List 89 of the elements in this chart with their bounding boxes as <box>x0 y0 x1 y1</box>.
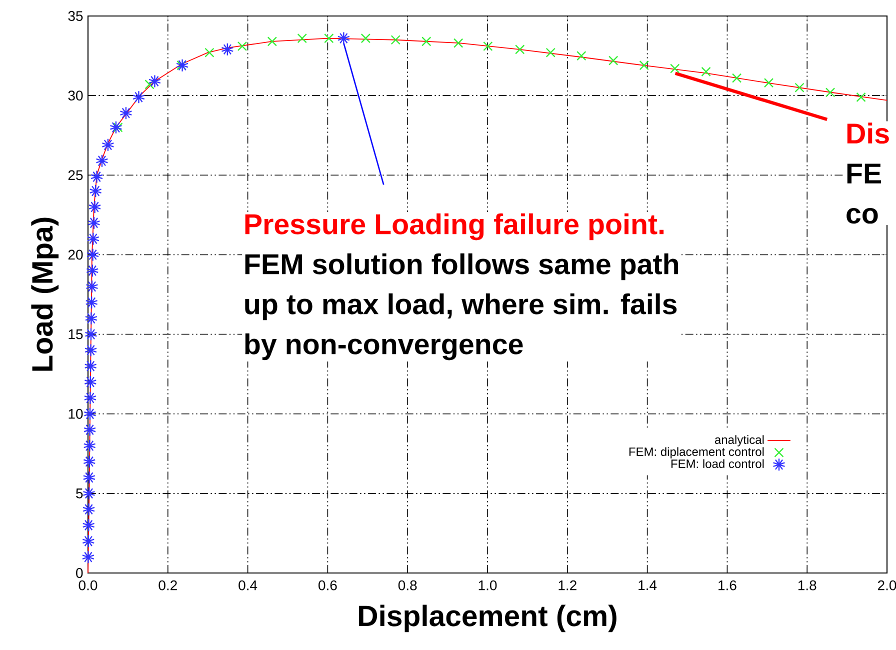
y-tick-label: 10 <box>68 408 83 419</box>
point <box>120 106 132 120</box>
point <box>453 38 464 48</box>
point <box>110 120 122 134</box>
point <box>86 232 100 246</box>
point <box>204 48 214 58</box>
x-tick-label: 1.8 <box>798 580 816 590</box>
annotation: up to max load, where sim. fails <box>245 293 677 320</box>
legend-label: analytical <box>714 435 764 446</box>
point <box>84 328 98 341</box>
annotation: Pressure Loading failure point. <box>245 213 664 240</box>
point <box>82 550 95 564</box>
point <box>85 296 98 310</box>
x-tick-label: 0.2 <box>158 580 177 590</box>
y-tick-label: 25 <box>68 170 83 180</box>
point <box>83 423 96 436</box>
point <box>113 122 123 132</box>
annotation: co <box>846 208 878 224</box>
point <box>324 33 334 44</box>
point <box>82 534 95 548</box>
point <box>701 66 711 77</box>
point <box>83 439 96 452</box>
point <box>84 312 98 325</box>
legend-label: FEM: load control <box>671 459 764 468</box>
x-tick-label: 1.6 <box>718 580 736 590</box>
point <box>608 56 618 66</box>
y-tick-label: 15 <box>68 329 83 340</box>
point <box>221 42 234 56</box>
y-tick-label: 35 <box>68 11 83 21</box>
point <box>84 407 96 420</box>
x-axis-title: Displacement (cm) <box>359 604 616 632</box>
point <box>422 36 432 46</box>
y-axis-title: Load (Mpa) <box>31 218 59 371</box>
point <box>546 48 556 58</box>
point <box>360 33 370 44</box>
y-tick-label: 0 <box>76 568 83 578</box>
point <box>86 264 99 278</box>
point <box>132 90 146 104</box>
point <box>102 138 114 152</box>
point <box>732 73 742 83</box>
point <box>856 92 866 102</box>
x-tick-label: 1.2 <box>558 580 576 590</box>
annotation: FE <box>847 164 881 184</box>
point <box>96 154 108 168</box>
annotation: FEM solution follows same path <box>245 253 678 280</box>
point <box>84 391 97 405</box>
x-tick-label: 0.0 <box>78 580 98 590</box>
point <box>84 375 97 389</box>
point <box>88 216 100 230</box>
point <box>82 502 96 516</box>
point <box>390 35 400 45</box>
x-tick-label: 2.0 <box>878 580 896 590</box>
point <box>144 80 154 90</box>
point <box>84 360 97 373</box>
annotation: Dis <box>847 122 889 144</box>
x-tick-label: 0.4 <box>238 580 258 590</box>
point <box>297 33 307 44</box>
legend-label: FEM: diplacement control <box>629 447 764 458</box>
x-tick-label: 1.0 <box>478 580 497 590</box>
point <box>86 280 98 294</box>
point <box>483 41 493 52</box>
point <box>825 88 836 98</box>
point <box>237 41 248 52</box>
y-tick-label: 5 <box>76 488 83 498</box>
annotation: by non-convergence <box>245 333 523 360</box>
point <box>337 32 350 45</box>
point <box>515 44 525 54</box>
point <box>89 184 102 198</box>
y-tick-label: 30 <box>68 90 83 101</box>
point <box>82 486 96 500</box>
point <box>176 58 189 72</box>
point <box>84 344 98 357</box>
point <box>82 518 95 532</box>
point <box>576 50 586 61</box>
point <box>83 455 96 468</box>
point <box>639 60 649 70</box>
x-tick-label: 0.8 <box>398 580 417 590</box>
point <box>794 82 804 92</box>
point <box>764 78 774 88</box>
x-tick-label: 1.4 <box>638 580 657 590</box>
point <box>82 470 96 484</box>
point <box>267 36 278 46</box>
point <box>148 74 162 88</box>
point <box>90 170 104 184</box>
point <box>88 200 102 214</box>
point <box>670 64 680 74</box>
point <box>86 248 100 262</box>
x-tick-label: 0.6 <box>318 580 337 590</box>
y-tick-label: 20 <box>68 250 83 260</box>
